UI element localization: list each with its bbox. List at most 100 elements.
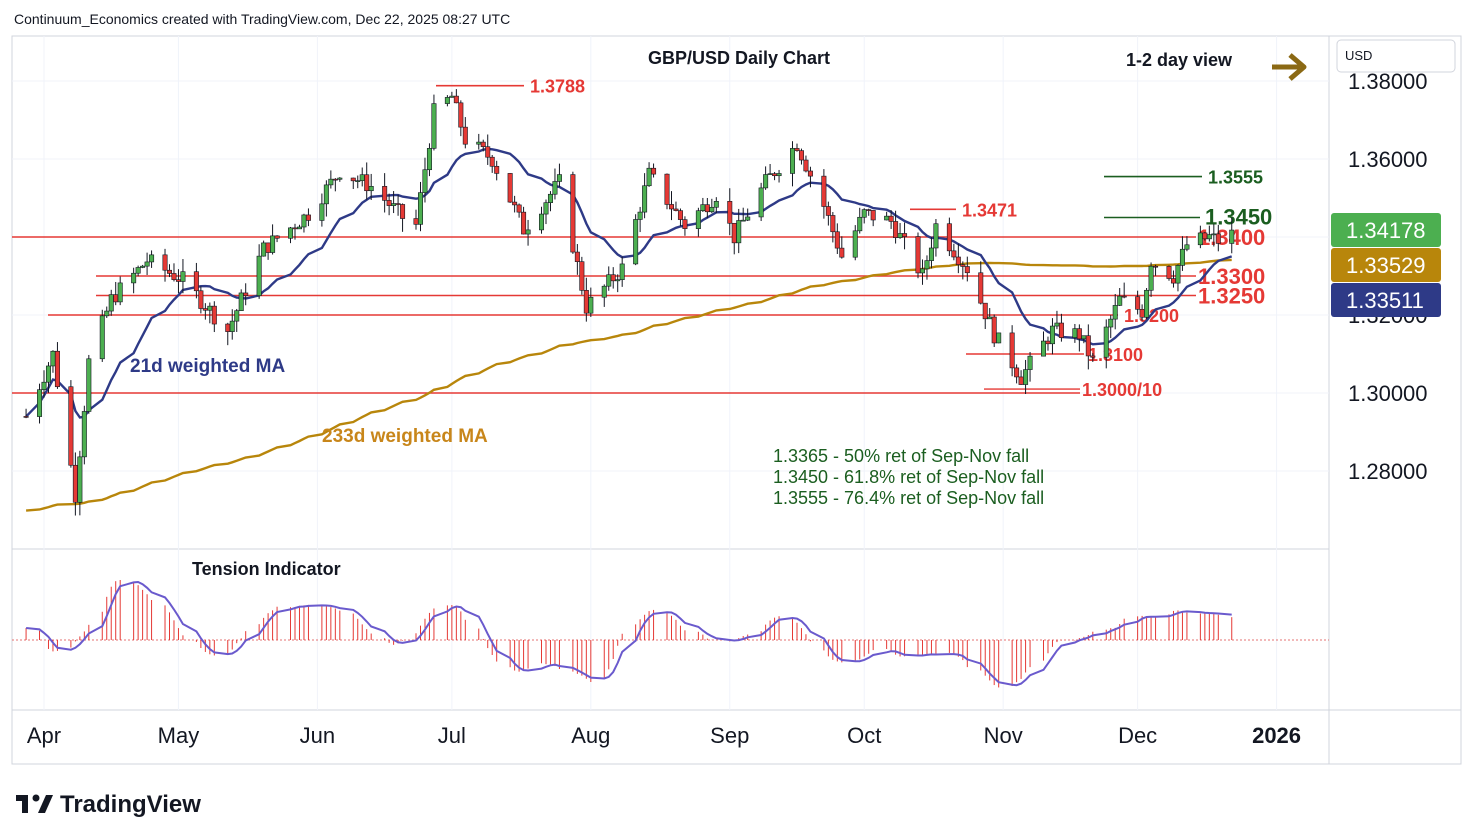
candle[interactable] — [332, 178, 338, 192]
candle[interactable] — [166, 264, 172, 278]
candle[interactable] — [113, 281, 119, 306]
candle[interactable] — [144, 252, 150, 275]
candle[interactable] — [261, 240, 267, 257]
candle[interactable] — [386, 193, 392, 216]
candle[interactable] — [395, 194, 401, 216]
candle[interactable] — [798, 148, 804, 165]
candle[interactable] — [131, 267, 137, 294]
candle[interactable] — [149, 250, 155, 268]
candle[interactable] — [1103, 319, 1109, 369]
candle[interactable] — [50, 350, 56, 373]
candle[interactable] — [1009, 325, 1015, 377]
candle[interactable] — [229, 309, 235, 340]
candle[interactable] — [619, 256, 625, 287]
candle[interactable] — [1206, 225, 1212, 242]
candle[interactable] — [1045, 336, 1051, 351]
candle[interactable] — [86, 354, 92, 414]
candle[interactable] — [758, 182, 764, 222]
candle[interactable] — [462, 117, 468, 149]
candle[interactable] — [81, 405, 87, 465]
candle[interactable] — [924, 255, 930, 280]
candle[interactable] — [1049, 318, 1055, 355]
candle[interactable] — [1117, 288, 1123, 306]
candle[interactable] — [610, 267, 616, 289]
candle[interactable] — [870, 210, 876, 227]
candle[interactable] — [256, 244, 262, 299]
candle[interactable] — [547, 191, 553, 212]
candle[interactable] — [866, 208, 872, 216]
candle[interactable] — [740, 207, 746, 222]
candle[interactable] — [444, 95, 450, 107]
candle[interactable] — [807, 166, 813, 188]
candle[interactable] — [41, 370, 47, 398]
candle[interactable] — [417, 181, 423, 232]
candle[interactable] — [211, 301, 217, 333]
candle[interactable] — [964, 256, 970, 282]
candle[interactable] — [1041, 331, 1047, 357]
candle[interactable] — [225, 322, 231, 346]
candle[interactable] — [646, 162, 652, 187]
candle[interactable] — [400, 203, 406, 232]
candle[interactable] — [516, 203, 522, 218]
candle[interactable] — [772, 171, 778, 181]
candle[interactable] — [574, 244, 580, 275]
candle[interactable] — [489, 154, 495, 173]
candle[interactable] — [234, 308, 240, 332]
candle[interactable] — [274, 235, 280, 243]
candle[interactable] — [664, 173, 670, 210]
candle[interactable] — [1076, 324, 1082, 352]
candle[interactable] — [713, 197, 719, 214]
candle[interactable] — [1108, 315, 1114, 339]
candle[interactable] — [1058, 313, 1064, 342]
candle[interactable] — [579, 256, 585, 295]
candle[interactable] — [1090, 353, 1096, 362]
candle[interactable] — [270, 224, 276, 255]
candle[interactable] — [104, 306, 110, 318]
candle[interactable] — [668, 191, 674, 221]
candle[interactable] — [919, 259, 925, 285]
candle[interactable] — [928, 237, 934, 269]
candle[interactable] — [108, 289, 114, 316]
candle[interactable] — [1148, 262, 1154, 297]
candle[interactable] — [700, 197, 706, 212]
candle[interactable] — [852, 225, 858, 261]
candle[interactable] — [1170, 270, 1176, 288]
candlestick-series[interactable] — [23, 89, 1235, 516]
candle[interactable] — [601, 284, 607, 307]
candle[interactable] — [682, 216, 688, 236]
candle[interactable] — [265, 242, 271, 260]
candle[interactable] — [637, 206, 643, 233]
candle[interactable] — [1179, 236, 1185, 271]
candle[interactable] — [135, 265, 141, 277]
candle[interactable] — [243, 283, 249, 306]
candle[interactable] — [704, 197, 710, 219]
candle[interactable] — [543, 199, 549, 225]
candle[interactable] — [709, 198, 715, 214]
candle[interactable] — [978, 261, 984, 305]
candle[interactable] — [763, 166, 769, 190]
candle[interactable] — [897, 223, 903, 239]
candle[interactable] — [301, 213, 307, 233]
candle[interactable] — [1135, 290, 1141, 315]
candle[interactable] — [902, 222, 908, 250]
candle[interactable] — [1153, 264, 1159, 276]
candle[interactable] — [23, 408, 29, 419]
candle[interactable] — [162, 248, 168, 282]
candle[interactable] — [1014, 364, 1020, 384]
candle[interactable] — [77, 450, 83, 516]
candle[interactable] — [677, 208, 683, 227]
candle[interactable] — [426, 143, 432, 177]
candle[interactable] — [651, 163, 657, 178]
candle[interactable] — [476, 133, 482, 150]
candle[interactable] — [323, 180, 329, 217]
candle[interactable] — [884, 211, 890, 221]
candle[interactable] — [803, 155, 809, 173]
candle[interactable] — [198, 286, 204, 314]
candle[interactable] — [794, 143, 800, 152]
candle[interactable] — [673, 201, 679, 212]
candle[interactable] — [1175, 264, 1181, 292]
candle[interactable] — [1027, 352, 1033, 382]
candle[interactable] — [175, 269, 181, 294]
candle[interactable] — [955, 243, 961, 274]
candle[interactable] — [328, 170, 334, 189]
